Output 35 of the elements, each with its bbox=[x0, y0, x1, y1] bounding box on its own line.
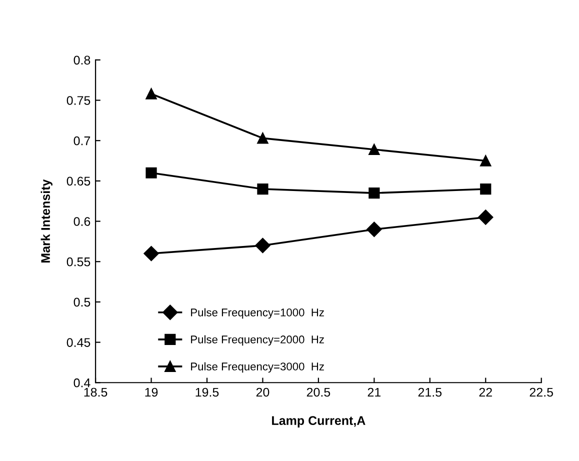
x-tick-label: 19 bbox=[145, 388, 158, 397]
legend-label: Pulse Frequency=1000 Hz bbox=[191, 308, 324, 319]
point bbox=[480, 183, 492, 195]
point bbox=[144, 246, 159, 262]
legend-label: Pulse Frequency=2000 Hz bbox=[191, 335, 324, 346]
point bbox=[366, 222, 382, 237]
point bbox=[257, 183, 268, 195]
x-axis-title: Lamp Current,A bbox=[272, 416, 366, 428]
y-tick-label: 0.4 bbox=[74, 378, 90, 388]
legend-label: Pulse Frequency=3000 Hz bbox=[191, 362, 324, 373]
y-tick-label: 0.5 bbox=[74, 298, 90, 307]
point bbox=[146, 88, 157, 100]
y-tick-label: 0.45 bbox=[66, 338, 90, 347]
x-tick-label: 21.5 bbox=[418, 388, 442, 397]
point bbox=[255, 238, 270, 254]
x-tick-label: 21 bbox=[368, 388, 381, 397]
y-tick-label: 0.8 bbox=[74, 56, 90, 65]
point bbox=[146, 167, 157, 178]
point bbox=[257, 132, 268, 144]
x-tick-label: 19.5 bbox=[196, 388, 219, 397]
y-axis-title: Mark Intensity bbox=[40, 179, 52, 262]
y-tick-label: 0.75 bbox=[66, 96, 90, 105]
y-tick-label: 0.65 bbox=[66, 176, 90, 186]
x-tick-label: 20.5 bbox=[306, 388, 330, 397]
point bbox=[368, 187, 380, 199]
x-tick-label: 22 bbox=[479, 388, 492, 397]
point bbox=[480, 155, 492, 166]
y-tick-label: 0.6 bbox=[74, 217, 90, 226]
x-tick-label: 22.5 bbox=[530, 388, 554, 397]
point bbox=[368, 144, 380, 156]
y-tick-label: 0.7 bbox=[74, 136, 90, 146]
x-tick-label: 18.5 bbox=[84, 388, 108, 397]
point bbox=[478, 210, 494, 225]
y-tick-label: 0.55 bbox=[66, 257, 90, 266]
x-tick-label: 20 bbox=[256, 388, 270, 397]
